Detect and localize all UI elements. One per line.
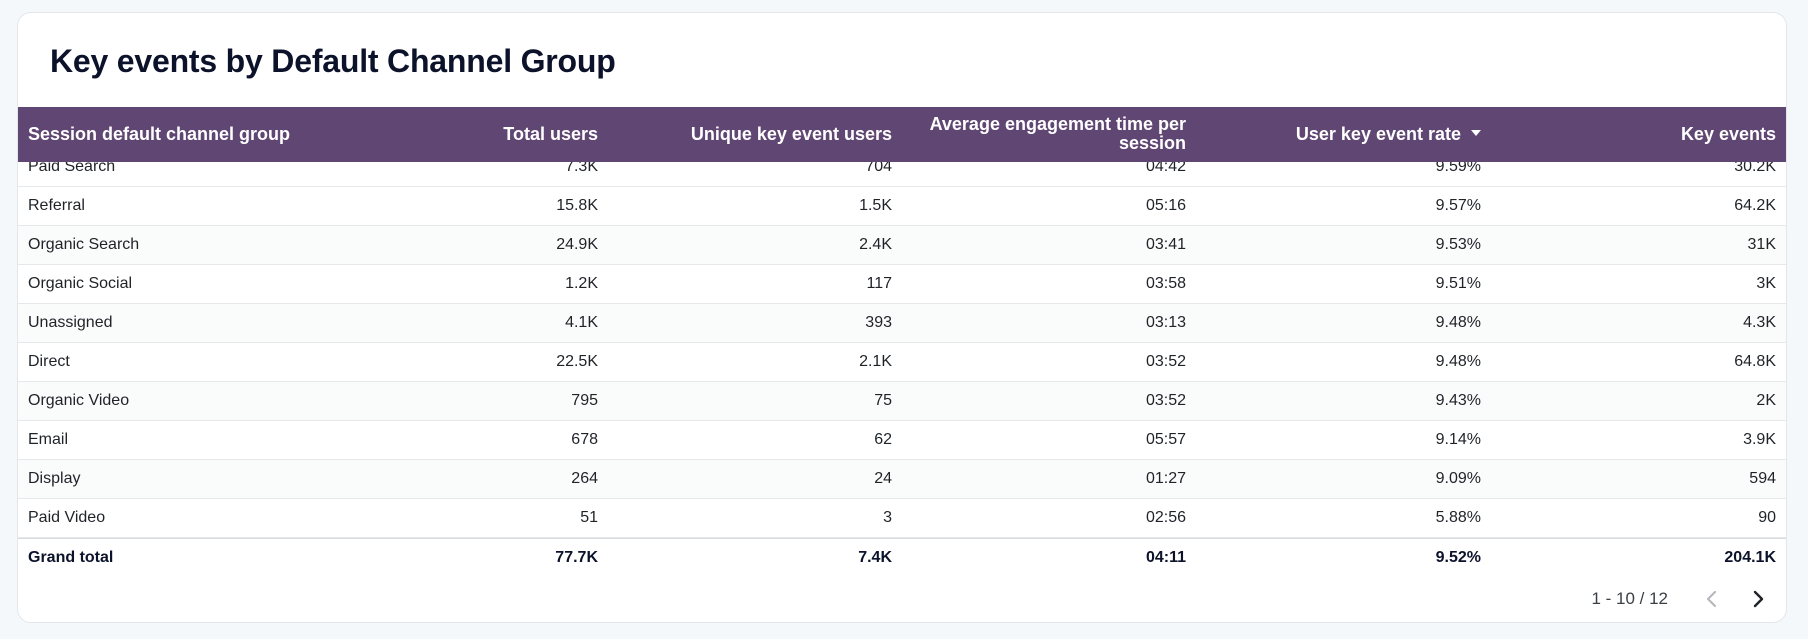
cell-unique-key-event-users: 24 (874, 470, 892, 487)
cell-total-users: 264 (571, 470, 598, 487)
table-row: Unassigned 4.1K 393 03:13 9.48% 4.3K (18, 304, 1786, 343)
table-header: Session default channel group Total user… (18, 107, 1786, 162)
cell-user-key-event-rate: 9.48% (1435, 314, 1481, 331)
cell-unique-key-event-users: 62 (874, 431, 892, 448)
chevron-right-icon (1753, 590, 1764, 608)
cell-channel: Direct (28, 353, 70, 370)
cell-key-events: 90 (1758, 509, 1776, 526)
cell-total-users: 15.8K (556, 197, 598, 214)
pagination: 1 - 10 / 12 (1591, 585, 1772, 613)
cell-avg-engagement-time: 03:13 (1145, 314, 1186, 331)
cell-channel: Referral (28, 197, 85, 214)
cell-user-key-event-rate: 9.09% (1435, 470, 1481, 487)
table-row: Email 678 62 05:57 9.14% 3.9K (18, 421, 1786, 460)
total-key-events: 204.1K (1724, 549, 1776, 566)
cell-user-key-event-rate: 9.48% (1435, 353, 1481, 370)
cell-key-events: 2K (1756, 392, 1776, 409)
prev-page-button[interactable] (1698, 585, 1726, 613)
cell-key-events: 3.9K (1743, 431, 1776, 448)
total-users: 77.7K (555, 549, 598, 566)
total-user-key-event-rate: 9.52% (1435, 549, 1481, 566)
cell-total-users: 4.1K (565, 314, 598, 331)
cell-total-users: 795 (571, 392, 598, 409)
table-row: Referral 15.8K 1.5K 05:16 9.57% 64.2K (18, 187, 1786, 226)
next-page-button[interactable] (1744, 585, 1772, 613)
cell-user-key-event-rate: 5.88% (1435, 509, 1481, 526)
table-row: Paid Search 7.3K 704 04:42 9.59% 30.2K (18, 162, 1786, 187)
col-header-avg-engagement-time[interactable]: Average engagement time per session (929, 114, 1186, 153)
cell-unique-key-event-users: 393 (865, 314, 892, 331)
cell-user-key-event-rate: 9.53% (1435, 236, 1481, 253)
data-table: Session default channel group Total user… (18, 107, 1786, 577)
cell-total-users: 24.9K (556, 236, 598, 253)
cell-key-events: 30.2K (1734, 162, 1776, 175)
chevron-left-icon (1706, 590, 1717, 608)
cell-unique-key-event-users: 2.1K (859, 353, 892, 370)
col-header-user-key-event-rate[interactable]: User key event rate (1181, 124, 1481, 145)
cell-channel: Unassigned (28, 314, 113, 331)
cell-unique-key-event-users: 704 (865, 162, 892, 175)
total-label: Grand total (28, 549, 114, 566)
cell-user-key-event-rate: 9.59% (1435, 162, 1481, 175)
table-row: Organic Search 24.9K 2.4K 03:41 9.53% 31… (18, 226, 1786, 265)
table-row: Display 264 24 01:27 9.09% 594 (18, 460, 1786, 499)
cell-unique-key-event-users: 117 (866, 275, 892, 292)
cell-total-users: 51 (580, 509, 598, 526)
pagination-label: 1 - 10 / 12 (1591, 589, 1668, 608)
cell-avg-engagement-time: 05:16 (1145, 197, 1186, 214)
sort-descending-icon[interactable] (1471, 130, 1481, 137)
col-header-channel[interactable]: Session default channel group (28, 124, 291, 144)
cell-avg-engagement-time: 03:52 (1145, 392, 1186, 409)
cell-key-events: 4.3K (1743, 314, 1776, 331)
cell-user-key-event-rate: 9.51% (1435, 275, 1481, 292)
cell-total-users: 22.5K (556, 353, 598, 370)
cell-channel: Organic Video (28, 392, 130, 409)
cell-channel: Paid Search (28, 162, 116, 175)
cell-channel: Email (28, 431, 69, 448)
table-row: Organic Video 795 75 03:52 9.43% 2K (18, 382, 1786, 421)
cell-user-key-event-rate: 9.43% (1435, 392, 1481, 409)
table-title: Key events by Default Channel Group (50, 43, 616, 79)
cell-total-users: 1.2K (565, 275, 598, 292)
cell-avg-engagement-time: 02:56 (1145, 509, 1186, 526)
cell-channel: Display (28, 470, 81, 487)
cell-avg-engagement-time: 05:57 (1145, 431, 1186, 448)
cell-unique-key-event-users: 75 (874, 392, 892, 409)
cell-avg-engagement-time: 03:58 (1145, 275, 1186, 292)
col-header-label: User key event rate (1295, 124, 1461, 144)
cell-key-events: 31K (1747, 236, 1776, 253)
cell-channel: Organic Search (28, 236, 140, 253)
cell-unique-key-event-users: 1.5K (859, 197, 892, 214)
total-unique-key-event-users: 7.4K (858, 549, 892, 566)
cell-key-events: 594 (1749, 470, 1776, 487)
cell-avg-engagement-time: 01:27 (1145, 470, 1186, 487)
col-header-unique-key-event-users[interactable]: Unique key event users (690, 124, 892, 144)
total-avg-engagement-time: 04:11 (1145, 549, 1186, 566)
cell-channel: Organic Social (28, 275, 133, 292)
table-row: Direct 22.5K 2.1K 03:52 9.48% 64.8K (18, 343, 1786, 382)
cell-key-events: 64.8K (1734, 353, 1776, 370)
table-row: Paid Video 51 3 02:56 5.88% 90 (18, 499, 1786, 538)
cell-total-users: 678 (571, 431, 598, 448)
cell-user-key-event-rate: 9.14% (1435, 431, 1481, 448)
cell-avg-engagement-time: 03:41 (1145, 236, 1186, 253)
cell-key-events: 3K (1756, 275, 1776, 292)
table-card: Key events by Default Channel Group Sess… (17, 12, 1787, 623)
table-row: Organic Social 1.2K 117 03:58 9.51% 3K (18, 265, 1786, 304)
cell-unique-key-event-users: 2.4K (859, 236, 892, 253)
grand-total-row: Grand total 77.7K 7.4K 04:11 9.52% 204.1… (18, 538, 1786, 577)
cell-total-users: 7.3K (565, 162, 598, 175)
cell-unique-key-event-users: 3 (883, 509, 892, 526)
cell-avg-engagement-time: 04:42 (1145, 162, 1186, 175)
cell-channel: Paid Video (28, 509, 106, 526)
cell-key-events: 64.2K (1734, 197, 1776, 214)
cell-avg-engagement-time: 03:52 (1145, 353, 1186, 370)
cell-user-key-event-rate: 9.57% (1435, 197, 1481, 214)
col-header-key-events[interactable]: Key events (1680, 124, 1776, 144)
col-header-total-users[interactable]: Total users (503, 124, 598, 144)
